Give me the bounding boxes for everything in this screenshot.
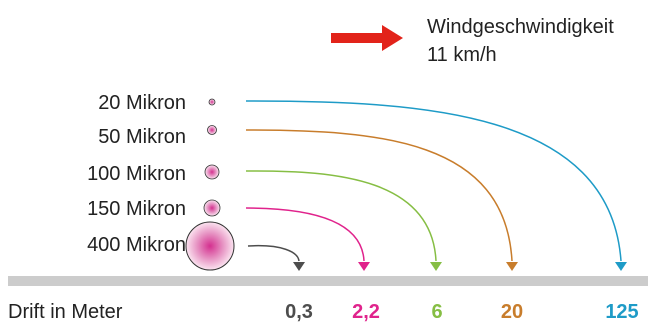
wind-arrow-icon xyxy=(331,25,403,51)
droplet-icon-50 xyxy=(207,125,217,135)
trajectory-400 xyxy=(247,244,300,262)
arrowhead-50 xyxy=(506,262,518,271)
arrowhead-400 xyxy=(293,262,305,271)
trajectory-100 xyxy=(245,170,437,262)
ground-bar xyxy=(8,276,648,286)
arrowhead-150 xyxy=(358,262,370,271)
drift-value-50: 20 xyxy=(501,301,523,322)
droplet-label-50: 50 Mikron xyxy=(98,126,186,148)
droplet-label-400: 400 Mikron xyxy=(87,234,186,256)
droplet-icon-400 xyxy=(185,221,235,271)
wind-speed: 11 km/h xyxy=(427,44,497,66)
droplet-icon-150 xyxy=(203,199,221,217)
arrowhead-100 xyxy=(430,262,442,271)
arrowhead-20 xyxy=(615,262,627,271)
trajectory-50 xyxy=(245,129,513,262)
droplet-label-20: 20 Mikron xyxy=(98,92,186,114)
trajectory-150 xyxy=(245,207,365,262)
droplet-icon-100 xyxy=(204,164,220,180)
drift-value-20: 125 xyxy=(605,301,638,322)
drift-value-150: 2,2 xyxy=(352,301,380,322)
drift-value-400: 0,3 xyxy=(285,301,313,322)
droplet-label-150: 150 Mikron xyxy=(87,198,186,220)
drift-value-100: 6 xyxy=(431,301,442,322)
trajectory-20 xyxy=(245,100,622,262)
droplet-icon-20 xyxy=(208,98,216,106)
drift-axis-label: Drift in Meter xyxy=(8,301,123,322)
wind-label: Windgeschwindigkeit xyxy=(427,16,614,38)
droplet-label-100: 100 Mikron xyxy=(87,163,186,185)
